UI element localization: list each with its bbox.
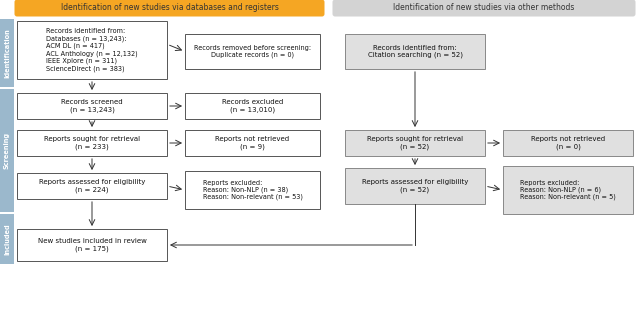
FancyBboxPatch shape (15, 0, 324, 17)
Text: Reports not retrieved
(n = 9): Reports not retrieved (n = 9) (216, 136, 289, 150)
Text: New studies included in review
(n = 175): New studies included in review (n = 175) (38, 238, 147, 252)
Text: Included: Included (4, 223, 10, 255)
FancyBboxPatch shape (185, 130, 320, 156)
Text: Identification: Identification (4, 28, 10, 78)
FancyBboxPatch shape (503, 166, 633, 214)
FancyBboxPatch shape (17, 173, 167, 199)
FancyBboxPatch shape (333, 0, 636, 17)
Text: Identification of new studies via databases and registers: Identification of new studies via databa… (61, 4, 278, 13)
Text: Screening: Screening (4, 132, 10, 169)
FancyBboxPatch shape (0, 214, 14, 264)
Text: Reports sought for retrieval
(n = 233): Reports sought for retrieval (n = 233) (44, 136, 140, 150)
Text: Reports excluded:
Reason: Non-NLP (n = 38)
Reason: Non-relevant (n = 53): Reports excluded: Reason: Non-NLP (n = 3… (203, 179, 303, 201)
Text: Records excluded
(n = 13,010): Records excluded (n = 13,010) (222, 99, 283, 113)
Text: Records screened
(n = 13,243): Records screened (n = 13,243) (61, 99, 123, 113)
FancyBboxPatch shape (17, 130, 167, 156)
Text: Reports not retrieved
(n = 0): Reports not retrieved (n = 0) (531, 136, 605, 150)
FancyBboxPatch shape (185, 34, 320, 69)
Text: Identification of new studies via other methods: Identification of new studies via other … (394, 4, 575, 13)
FancyBboxPatch shape (0, 89, 14, 212)
Text: Records identified from:
Databases (n = 13,243):
ACM DL (n = 417)
ACL Anthology : Records identified from: Databases (n = … (46, 28, 138, 72)
FancyBboxPatch shape (17, 21, 167, 79)
Text: Reports assessed for eligibility
(n = 52): Reports assessed for eligibility (n = 52… (362, 179, 468, 193)
Text: Records removed before screening:
Duplicate records (n = 0): Records removed before screening: Duplic… (194, 45, 311, 58)
FancyBboxPatch shape (345, 34, 485, 69)
FancyBboxPatch shape (17, 229, 167, 261)
FancyBboxPatch shape (17, 93, 167, 119)
FancyBboxPatch shape (503, 130, 633, 156)
FancyBboxPatch shape (345, 168, 485, 204)
Text: Reports assessed for eligibility
(n = 224): Reports assessed for eligibility (n = 22… (39, 179, 145, 193)
Text: Reports sought for retrieval
(n = 52): Reports sought for retrieval (n = 52) (367, 136, 463, 150)
Text: Reports excluded:
Reason: Non-NLP (n = 6)
Reason: Non-relevant (n = 5): Reports excluded: Reason: Non-NLP (n = 6… (520, 179, 616, 201)
Text: Records identified from:
Citation searching (n = 52): Records identified from: Citation search… (367, 45, 463, 58)
FancyBboxPatch shape (345, 130, 485, 156)
FancyBboxPatch shape (185, 171, 320, 209)
FancyBboxPatch shape (185, 93, 320, 119)
FancyBboxPatch shape (0, 19, 14, 87)
